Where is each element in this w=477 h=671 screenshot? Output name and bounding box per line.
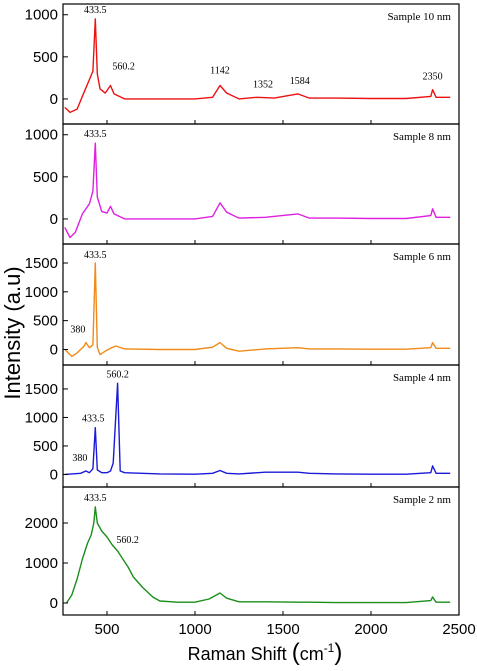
x-tick-label-4: 2500 — [442, 621, 475, 638]
peak-label-panel-1-5: 2350 — [423, 72, 443, 83]
y-tick-label-panel-2-1: 500 — [33, 169, 58, 186]
y-tick-label-panel-5-0: 0 — [50, 595, 58, 612]
y-tick-label-panel-2-2: 1000 — [25, 127, 58, 144]
peak-label-panel-1-4: 1584 — [290, 76, 310, 87]
series-line-panel-4 — [64, 382, 451, 476]
y-tick-label-panel-3-1: 500 — [33, 313, 58, 330]
peak-label-panel-2-0: 433.5 — [84, 129, 107, 140]
peak-label-panel-1-0: 433.5 — [84, 5, 107, 16]
y-tick-label-panel-3-3: 1500 — [25, 255, 58, 272]
x-tick-label-0: 500 — [94, 621, 119, 638]
y-tick-label-panel-5-1: 1000 — [25, 555, 58, 572]
y-tick-label-panel-4-1: 500 — [33, 438, 58, 455]
series-line-panel-5 — [65, 506, 451, 604]
peak-label-panel-1-3: 1352 — [253, 79, 273, 90]
y-tick-label-panel-4-0: 0 — [50, 466, 58, 483]
y-tick-label-panel-4-2: 1000 — [25, 409, 58, 426]
peak-label-panel-1-1: 560.2 — [112, 61, 135, 72]
sample-label-panel-3: Sample 6 nm — [393, 251, 451, 263]
y-axis-label: Intensity (a.u) — [0, 266, 25, 399]
peak-label-panel-3-1: 380 — [70, 325, 85, 336]
x-tick-label-1: 1000 — [178, 621, 211, 638]
peak-label-panel-5-1: 560.2 — [116, 535, 139, 546]
series-line-panel-3 — [64, 262, 451, 358]
peak-label-panel-4-0: 560.2 — [106, 369, 129, 380]
y-tick-label-panel-4-3: 1500 — [25, 381, 58, 398]
y-tick-label-panel-3-0: 0 — [50, 341, 58, 358]
x-axis-label: Raman Shift (cm-1) — [188, 639, 343, 666]
series-line-panel-1 — [64, 18, 451, 114]
y-tick-label-panel-1-2: 1000 — [25, 7, 58, 24]
peak-label-panel-4-1: 433.5 — [82, 414, 105, 425]
y-tick-label-panel-2-0: 0 — [50, 211, 58, 228]
x-tick-label-3: 2000 — [354, 621, 387, 638]
peak-label-panel-1-2: 1142 — [210, 65, 230, 76]
sample-label-panel-4: Sample 4 nm — [393, 372, 451, 384]
y-tick-label-panel-5-2: 2000 — [25, 515, 58, 532]
peak-label-panel-5-0: 433.5 — [84, 493, 107, 504]
series-line-panel-2 — [64, 142, 451, 239]
y-tick-label-panel-1-0: 0 — [50, 91, 58, 108]
sample-label-panel-1: Sample 10 nm — [387, 11, 451, 23]
y-tick-label-panel-1-1: 500 — [33, 49, 58, 66]
x-tick-label-2: 1500 — [266, 621, 299, 638]
panel-frame-5 — [62, 486, 460, 616]
peak-label-panel-4-2: 380 — [72, 453, 87, 464]
peak-label-panel-3-0: 433.5 — [84, 250, 107, 261]
sample-label-panel-2: Sample 8 nm — [393, 131, 451, 143]
sample-label-panel-5: Sample 2 nm — [393, 494, 451, 506]
y-tick-label-panel-3-2: 1000 — [25, 284, 58, 301]
